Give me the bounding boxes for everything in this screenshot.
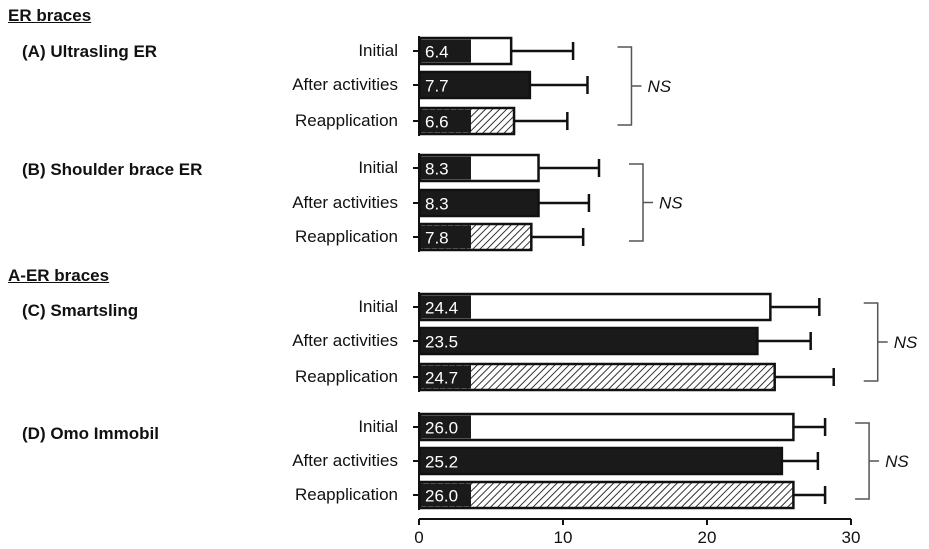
x-tick-label-0: 0	[414, 528, 423, 547]
value-box-d-after	[421, 449, 471, 473]
significance-bracket-d	[855, 422, 880, 500]
value-box-b-after	[421, 191, 471, 215]
category-label-c-reapplication: Reapplication	[294, 367, 398, 386]
panel-label-c: (C) Smartsling	[22, 301, 139, 320]
category-label-b-after: After activities	[292, 193, 398, 212]
value-label-b-initial: 8.3	[425, 160, 449, 179]
value-box-d-initial	[421, 415, 471, 439]
significance-label-a: NS	[647, 77, 671, 96]
value-label-d-reapplication: 26.0	[425, 487, 458, 506]
value-label-c-after: 23.5	[425, 333, 458, 352]
significance-bracket-c	[863, 302, 888, 382]
value-box-c-after	[421, 329, 471, 353]
category-label-b-initial: Initial	[358, 158, 398, 177]
bar-d-initial	[418, 412, 795, 442]
value-box-b-initial	[421, 156, 471, 180]
x-tick-label-10: 10	[554, 528, 573, 547]
category-label-b-reapplication: Reapplication	[294, 227, 398, 246]
x-tick-label-30: 30	[842, 528, 861, 547]
value-box-a-after	[421, 73, 471, 97]
bar-c-reapplication	[418, 362, 776, 392]
panel-label-d: (D) Omo Immobil	[22, 424, 159, 443]
bar-d-after	[418, 446, 784, 476]
section-title-er-braces: ER braces	[8, 6, 92, 25]
value-box-c-initial	[421, 295, 471, 319]
significance-bracket-a	[617, 46, 642, 126]
value-label-b-reapplication: 7.8	[425, 229, 449, 248]
bar-c-initial	[418, 292, 772, 322]
significance-label-b: NS	[659, 194, 683, 213]
significance-label-c: NS	[894, 333, 918, 352]
value-label-d-after: 25.2	[425, 453, 458, 472]
value-box-a-reapplication	[421, 109, 471, 133]
category-label-d-after: After activities	[292, 451, 398, 470]
x-tick-label-20: 20	[698, 528, 717, 547]
value-box-b-reapplication	[421, 225, 471, 249]
value-box-a-initial	[421, 39, 471, 63]
category-label-d-initial: Initial	[358, 417, 398, 436]
category-label-d-reapplication: Reapplication	[294, 485, 398, 504]
category-label-a-reapplication: Reapplication	[294, 111, 398, 130]
category-label-a-initial: Initial	[358, 41, 398, 60]
value-box-d-reapplication	[421, 483, 471, 507]
value-label-c-initial: 24.4	[425, 299, 458, 318]
category-label-a-after: After activities	[292, 75, 398, 94]
value-label-b-after: 8.3	[425, 195, 449, 214]
section-title-a-er-braces: A-ER braces	[8, 266, 110, 285]
value-label-a-initial: 6.4	[425, 43, 449, 62]
value-label-d-initial: 26.0	[425, 419, 458, 438]
value-box-c-reapplication	[421, 365, 471, 389]
value-label-a-after: 7.7	[425, 77, 449, 96]
value-label-a-reapplication: 6.6	[425, 113, 449, 132]
value-label-c-reapplication: 24.7	[425, 369, 458, 388]
bar-d-reapplication	[418, 480, 795, 510]
category-label-c-initial: Initial	[358, 297, 398, 316]
significance-label-d: NS	[885, 452, 909, 471]
category-label-c-after: After activities	[292, 331, 398, 350]
panel-label-b: (B) Shoulder brace ER	[22, 160, 203, 179]
significance-bracket-b	[629, 163, 653, 242]
panel-label-a: (A) Ultrasling ER	[22, 42, 158, 61]
